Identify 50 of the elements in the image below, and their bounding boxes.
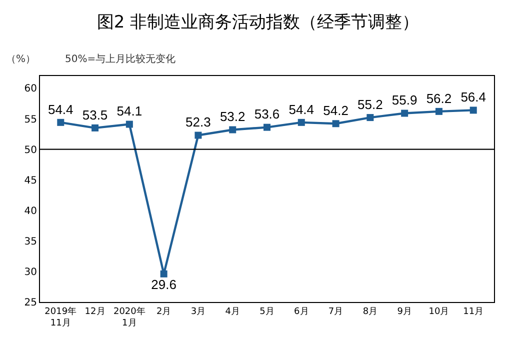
x-tick-label: 2019年 11月 <box>44 306 77 328</box>
point <box>401 110 408 117</box>
y-tick-label: 50 <box>24 144 37 156</box>
point <box>366 114 374 122</box>
data-label: 54.2 <box>323 103 348 118</box>
data-label: 54.1 <box>116 104 142 119</box>
point <box>264 124 270 131</box>
point <box>435 108 442 115</box>
x-tick-label: 5月 <box>260 306 274 317</box>
x-tick-label: 9月 <box>397 306 412 317</box>
x-tick-label: 12月 <box>84 306 106 317</box>
data-label: 55.2 <box>358 96 383 112</box>
x-tick-label: 3月 <box>190 306 206 317</box>
data-label: 29.6 <box>151 277 176 292</box>
point <box>92 124 99 132</box>
y-tick-label: 60 <box>24 84 37 95</box>
x-tick-label: 7月 <box>328 306 344 317</box>
y-tick-label: 40 <box>24 206 37 217</box>
y-tick-label: 35 <box>24 236 37 248</box>
data-label: 53.2 <box>220 109 246 124</box>
x-tick-label: 4月 <box>225 306 240 317</box>
data-label: 55.9 <box>392 92 418 108</box>
x-tick-label: 8月 <box>362 306 378 317</box>
x-tick-label: 10月 <box>428 306 450 317</box>
point <box>229 126 236 134</box>
data-label: 54.4 <box>48 102 74 117</box>
data-label: 54.4 <box>288 102 314 117</box>
data-label: 56.4 <box>460 90 486 105</box>
point <box>194 132 202 139</box>
chart-title: 图2 非制造业商务活动指数（经季节调整） <box>96 12 420 33</box>
data-label: 53.5 <box>82 107 108 122</box>
data-label: 53.6 <box>254 106 280 122</box>
y-tick-label: 45 <box>24 175 37 186</box>
point <box>126 120 133 128</box>
data-label: 56.2 <box>426 90 452 106</box>
x-tick-label: 11月 <box>463 306 484 317</box>
point <box>470 106 477 114</box>
data-label: 52.3 <box>186 114 211 130</box>
text: （%） <box>6 54 36 65</box>
y-tick-label: 30 <box>24 266 37 278</box>
x-tick-label: 6月 <box>294 306 309 317</box>
text: 50%=与上月比较无变化 <box>65 53 176 65</box>
y-tick-label: 55 <box>24 114 37 126</box>
x-tick-label: 2月 <box>156 306 172 317</box>
point <box>57 118 64 126</box>
point <box>332 120 340 128</box>
x-tick-label: 2020年 1月 <box>113 306 146 328</box>
point <box>160 270 168 278</box>
y-tick-label: 25 <box>24 298 37 308</box>
point <box>298 118 305 126</box>
